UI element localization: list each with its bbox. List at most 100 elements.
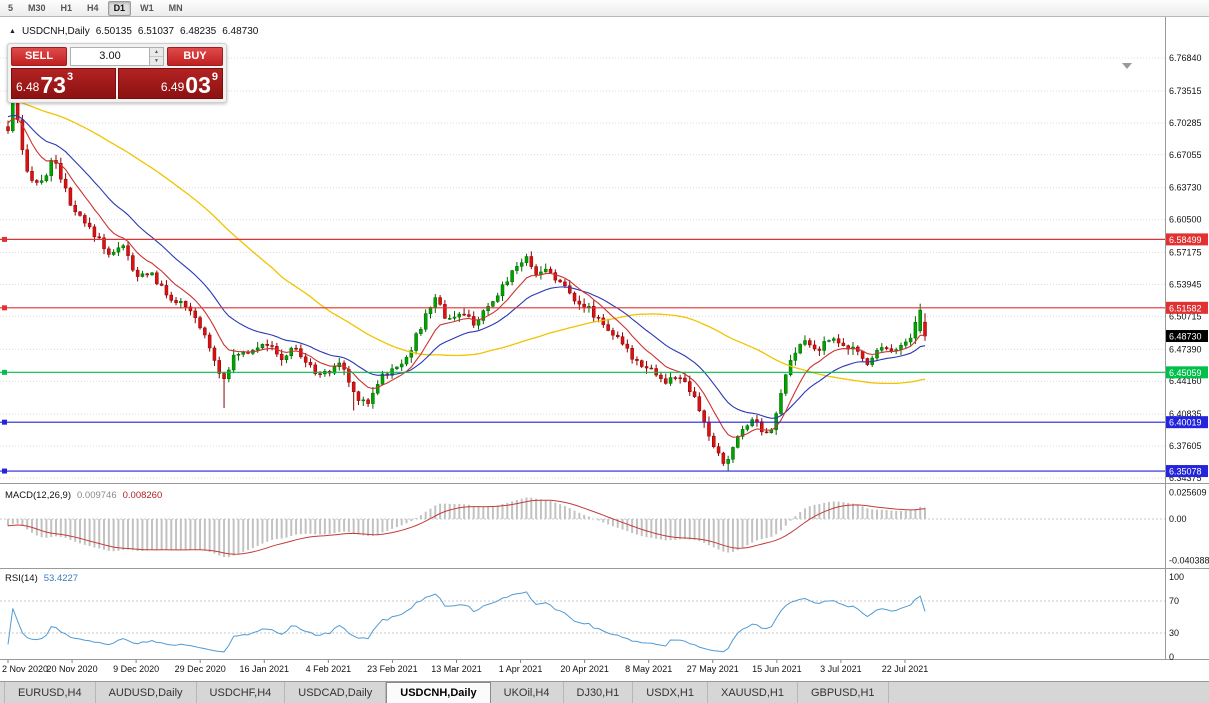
- candle-body: [409, 350, 414, 358]
- one-click-trading-widget: SELL 3.00 ▲ ▼ BUY 6.48 73 3 6.49: [7, 43, 227, 103]
- price-chart-canvas[interactable]: 6.76840 6.73515 6.70285 6.67055 6.63730 6.605…: [0, 17, 1209, 681]
- date-label: 9 Dec 2020: [113, 664, 159, 674]
- date-label: 23 Feb 2021: [367, 664, 418, 674]
- candle-body: [577, 300, 582, 305]
- candle-body: [207, 334, 212, 349]
- candle-body: [217, 360, 221, 374]
- candle-body: [649, 367, 654, 370]
- chart-tabs-bar: EURUSD,H4 AUDUSD,Daily USDCHF,H4 USDCAD,Dai…: [0, 681, 1209, 703]
- candle-body: [126, 245, 130, 256]
- timeframe-button-5[interactable]: 5: [8, 2, 14, 13]
- candle-body: [371, 392, 375, 404]
- candle-body: [25, 149, 29, 172]
- price-line-badge-bg: [1166, 233, 1208, 246]
- collapse-arrow-icon[interactable]: ▲: [9, 28, 16, 35]
- chart-tab-eurusd-h4[interactable]: EURUSD,H4: [4, 682, 96, 703]
- candle-body: [884, 347, 889, 349]
- volume-field[interactable]: 3.00 ▲ ▼: [70, 47, 164, 66]
- candle-body: [548, 268, 553, 273]
- candle-body: [44, 175, 49, 181]
- buy-button[interactable]: BUY: [167, 47, 223, 66]
- candle-body: [87, 222, 92, 228]
- timeframe-button-m30[interactable]: M30: [28, 2, 46, 13]
- volume-increase-button[interactable]: ▲: [150, 48, 163, 57]
- candle-body: [726, 459, 730, 464]
- timeframe-button-w1[interactable]: W1: [140, 2, 154, 13]
- chart-tab-gbpusd-h1[interactable]: GBPUSD,H1: [798, 682, 889, 703]
- sell-price-pipette: 3: [66, 71, 74, 83]
- candle-body: [150, 272, 154, 276]
- date-label: 3 Jul 2021: [820, 664, 862, 674]
- price-axis-label: 6.70285: [1169, 118, 1202, 128]
- candle-body: [697, 396, 702, 412]
- candle-body: [760, 421, 764, 433]
- candle-body: [135, 269, 140, 277]
- candle-body: [524, 256, 529, 263]
- volume-value[interactable]: 3.00: [99, 50, 121, 62]
- candle-body: [116, 247, 121, 253]
- hline-handle[interactable]: [2, 369, 7, 375]
- candle-body: [313, 364, 318, 374]
- hline-handle[interactable]: [2, 419, 7, 425]
- candle-body: [318, 373, 322, 375]
- ma-line-9: [7, 118, 926, 438]
- hline-handle[interactable]: [2, 305, 7, 311]
- sell-price-display[interactable]: 6.48 73 3: [11, 68, 116, 99]
- candle-body: [721, 452, 726, 464]
- price-line-badge: 6.58499: [1169, 235, 1202, 245]
- candle-body: [736, 436, 740, 448]
- chart-shift-marker-icon: [1122, 63, 1132, 69]
- ohlc-high-value: 6.51037: [137, 26, 175, 37]
- price-axis-label: 6.63730: [1169, 183, 1202, 193]
- candle-body: [159, 283, 164, 286]
- candle-body: [6, 126, 10, 131]
- candle-body: [812, 344, 817, 350]
- volume-decrease-button[interactable]: ▼: [150, 57, 163, 65]
- chart-tab-audusd-daily[interactable]: AUDUSD,Daily: [96, 682, 197, 703]
- candle-body: [563, 281, 567, 286]
- candle-body: [308, 362, 313, 366]
- hline-handle[interactable]: [2, 468, 7, 474]
- candle-body: [361, 399, 366, 402]
- chart-tab-xauusd-h1[interactable]: XAUUSD,H1: [708, 682, 798, 703]
- candle-body: [567, 285, 572, 294]
- candle-body: [601, 317, 606, 325]
- candle-body: [241, 352, 246, 355]
- candle-body: [515, 266, 519, 271]
- candle-body: [68, 187, 73, 206]
- candle-body: [880, 347, 884, 351]
- price-line-badge-bg: [1166, 301, 1208, 314]
- chart-tab-usdcad-daily[interactable]: USDCAD,Daily: [285, 682, 387, 703]
- candle-body: [174, 300, 178, 304]
- candle-body: [212, 347, 217, 361]
- candle-body: [505, 281, 510, 285]
- candle-body: [841, 342, 846, 346]
- chart-tab-usdx-h1[interactable]: USDX,H1: [633, 682, 708, 703]
- chart-tab-dj30-h1[interactable]: DJ30,H1: [564, 682, 634, 703]
- candle-body: [630, 348, 634, 360]
- sell-price-prefix: 6.48: [16, 80, 40, 94]
- chart-tab-usdchf-h4[interactable]: USDCHF,H4: [197, 682, 286, 703]
- candle-body: [889, 348, 894, 352]
- date-label: 20 Apr 2021: [560, 664, 609, 674]
- timeframe-button-d1[interactable]: D1: [107, 0, 132, 16]
- chart-tab-ukoil-h4[interactable]: UKOil,H4: [491, 682, 564, 703]
- candle-body: [193, 310, 197, 318]
- chart-tab-usdcnh-daily[interactable]: USDCNH,Daily: [386, 682, 491, 703]
- candle-body: [179, 301, 183, 304]
- candle-body: [687, 381, 692, 392]
- candle-body: [740, 429, 745, 437]
- macd-axis-label: 0.00: [1169, 514, 1187, 524]
- candle-body: [279, 353, 284, 360]
- price-line-badge: 6.45059: [1169, 368, 1202, 378]
- timeframe-button-h1[interactable]: H1: [60, 2, 73, 13]
- timeframe-button-mn[interactable]: MN: [168, 2, 183, 13]
- timeframe-button-h4[interactable]: H4: [87, 2, 99, 13]
- sell-button[interactable]: SELL: [11, 47, 67, 66]
- candle-body: [596, 317, 601, 319]
- candle-body: [553, 272, 558, 281]
- candle-body: [572, 292, 577, 302]
- hline-handle[interactable]: [2, 236, 7, 242]
- buy-price-display[interactable]: 6.49 03 9: [118, 68, 223, 99]
- candle-body: [337, 362, 342, 367]
